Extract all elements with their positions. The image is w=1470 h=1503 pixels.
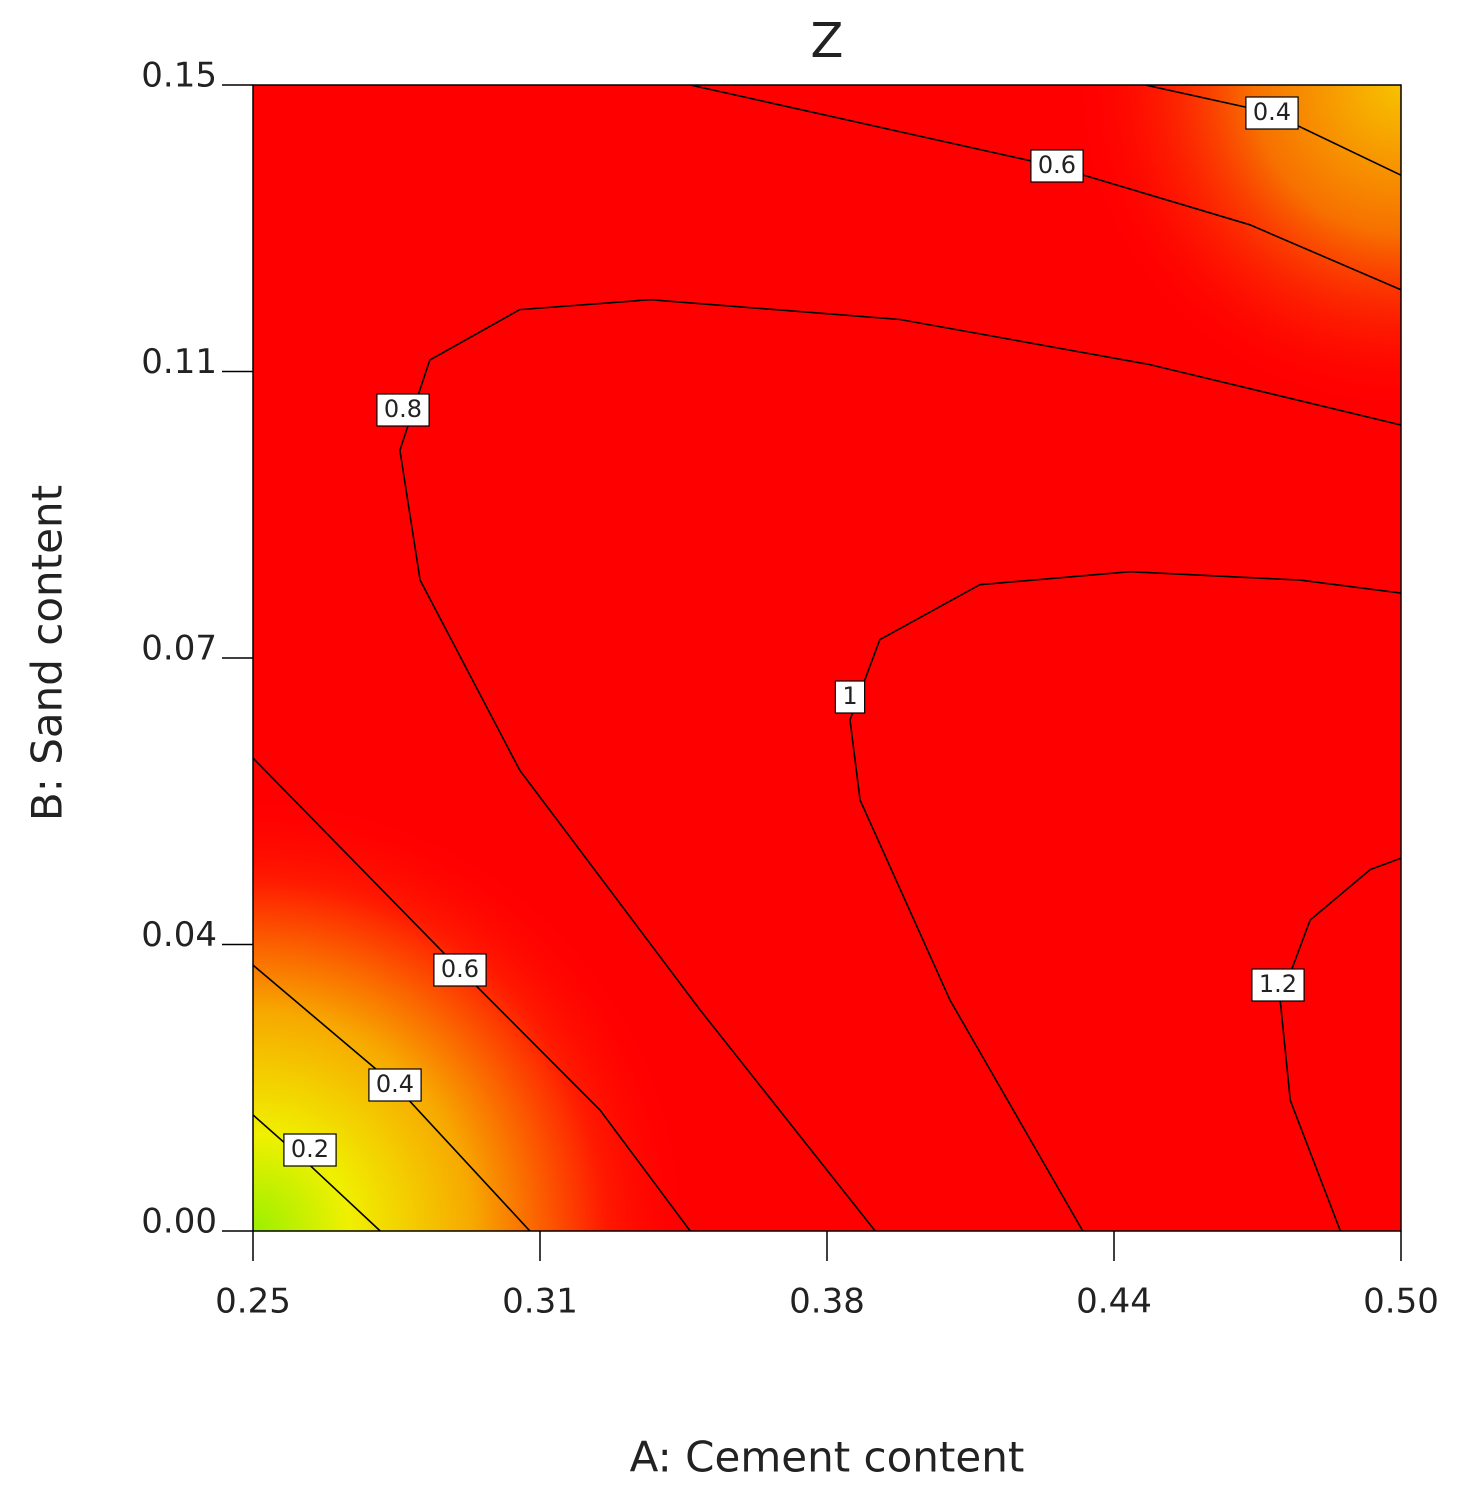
- contour-label: 0.6: [441, 955, 479, 983]
- contours: [253, 85, 1401, 1231]
- contour-line: [849, 570, 1401, 1231]
- contour-label: 1: [842, 682, 857, 710]
- contour-line: [690, 85, 1401, 291]
- x-tick-label: 0.38: [789, 1282, 865, 1322]
- contour-label: 0.6: [1038, 151, 1076, 179]
- contour-label-box: [1245, 96, 1299, 130]
- contour-line: [253, 757, 691, 1231]
- contour-label-box: [1251, 968, 1305, 1002]
- contour-label-box: [283, 1133, 337, 1167]
- contour-label-box: [368, 1068, 422, 1102]
- y-tick-label: 0.00: [141, 1202, 217, 1242]
- x-tick-label: 0.50: [1363, 1282, 1439, 1322]
- contour-label: 0.2: [291, 1135, 329, 1163]
- contour-label: 0.4: [376, 1070, 414, 1098]
- y-tick-label: 0.15: [141, 56, 217, 96]
- y-tick-label: 0.11: [141, 342, 217, 382]
- contour-label-box: [376, 393, 430, 427]
- contour-label-box: [834, 680, 866, 714]
- contour-line: [1279, 857, 1401, 1231]
- y-tick-label: 0.04: [141, 915, 217, 955]
- x-tick-label: 0.31: [502, 1282, 578, 1322]
- x-tick-label: 0.44: [1076, 1282, 1152, 1322]
- contour-label: 0.8: [384, 395, 422, 423]
- x-tick-label: 0.25: [215, 1282, 291, 1322]
- contour-line: [399, 298, 1401, 1231]
- contour-label: 0.4: [1253, 98, 1291, 126]
- y-axis-label: B: Sand content: [23, 485, 72, 821]
- contour-label-box: [1030, 149, 1084, 183]
- contour-label-box: [433, 953, 487, 987]
- x-axis-label: A: Cement content: [630, 1433, 1025, 1482]
- contour-label: 1.2: [1259, 970, 1297, 998]
- y-tick-label: 0.07: [141, 629, 217, 669]
- chart-title: Z: [811, 13, 844, 69]
- gradient-high: [253, 85, 1401, 1231]
